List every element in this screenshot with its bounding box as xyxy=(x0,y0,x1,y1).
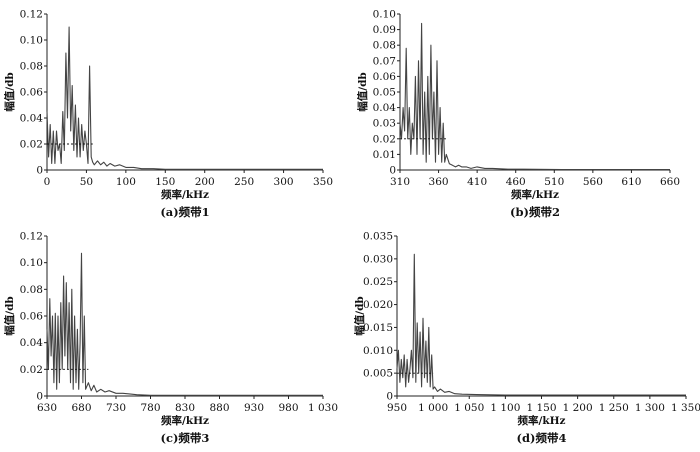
y-tick-label: 0.03 xyxy=(373,118,396,130)
x-tick-label: 1 100 xyxy=(490,402,520,414)
y-tick-label: 0.08 xyxy=(20,61,43,73)
panel-d: 950 1 000 1 050 1 100 1 150 1 200 1 250 1 300 1 … xyxy=(353,231,700,446)
x-tick-label: 1 200 xyxy=(563,402,593,414)
x-tick-label: 150 xyxy=(155,176,175,188)
panel-b: 310 360 410 460 510 560 610 660 0 0.01 0.02 0.03 0.0… xyxy=(356,9,680,220)
x-tick-label: 1 350 xyxy=(671,402,700,414)
y-tick-label: 0.04 xyxy=(373,102,397,114)
panel-caption: (d)频带4 xyxy=(517,431,567,445)
y-tick-label: 0 xyxy=(389,165,396,177)
x-tick-label: 680 xyxy=(71,402,91,414)
x-tick-label: 660 xyxy=(660,176,680,188)
spectrum-series-line xyxy=(46,252,323,396)
x-tick-label: 880 xyxy=(209,402,229,414)
y-tick-label: 0.09 xyxy=(373,24,396,36)
y-tick-label: 0.07 xyxy=(373,55,396,67)
x-tick-label: 630 xyxy=(37,402,57,414)
x-tick-label: 780 xyxy=(140,402,160,414)
y-tick-label: 0.035 xyxy=(363,231,393,243)
panel-a: 0 50 100 150 200 250 300 350 0 0.02 0.04 0.06 0.08 0.… xyxy=(3,9,333,220)
y-tick-label: 0 xyxy=(36,391,43,403)
y-tick-label: 0.05 xyxy=(373,87,396,99)
y-tick-label: 0.010 xyxy=(363,345,393,357)
x-tick-label: 830 xyxy=(175,402,195,414)
y-tick-label: 0 xyxy=(36,165,43,177)
y-tick-label: 0.10 xyxy=(373,9,396,21)
x-tick-label: 610 xyxy=(621,176,641,188)
panel-caption: (c)频带3 xyxy=(161,431,210,445)
x-tick-label: 350 xyxy=(313,176,333,188)
x-tick-label: 460 xyxy=(506,176,526,188)
x-tick-label: 560 xyxy=(583,176,603,188)
y-tick-label: 0.08 xyxy=(373,40,396,52)
y-tick-label: 0.015 xyxy=(363,322,393,334)
x-tick-label: 930 xyxy=(244,402,264,414)
x-axis-label: 频率/kHz xyxy=(161,188,209,201)
y-tick-label: 0.12 xyxy=(20,231,43,243)
y-axis-label: 幅值/db xyxy=(353,296,366,336)
y-tick-label: 0.005 xyxy=(363,368,393,380)
y-tick-label: 0.04 xyxy=(20,337,44,349)
x-tick-label: 0 xyxy=(44,176,51,188)
y-tick-label: 0.06 xyxy=(20,87,44,99)
x-tick-label: 410 xyxy=(467,176,487,188)
y-tick-label: 0.12 xyxy=(20,9,43,21)
y-axis-label: 幅值/db xyxy=(356,72,369,112)
y-tick-label: 0.08 xyxy=(20,284,43,296)
y-tick-label: 0.02 xyxy=(20,364,43,376)
x-tick-label: 1 250 xyxy=(599,402,629,414)
x-tick-label: 1 150 xyxy=(526,402,556,414)
spectrum-series-line xyxy=(399,22,670,171)
y-axis-label: 幅值/db xyxy=(3,296,16,336)
x-tick-label: 360 xyxy=(429,176,449,188)
x-tick-label: 200 xyxy=(195,176,215,188)
y-axis-label: 幅值/db xyxy=(3,72,16,112)
y-tick-label: 0.01 xyxy=(373,149,396,161)
x-tick-label: 250 xyxy=(234,176,254,188)
y-tick-label: 0.025 xyxy=(363,276,393,288)
y-tick-label: 0.02 xyxy=(373,133,396,145)
x-tick-label: 1 030 xyxy=(308,402,338,414)
panel-caption: (b)频带2 xyxy=(510,205,560,219)
x-axis-label: 频率/kHz xyxy=(518,414,566,427)
y-tick-label: 0.06 xyxy=(20,311,44,323)
x-tick-label: 510 xyxy=(544,176,564,188)
x-axis-label: 频率/kHz xyxy=(161,414,209,427)
y-tick-label: 0.030 xyxy=(363,253,393,265)
x-tick-label: 100 xyxy=(116,176,136,188)
x-tick-label: 310 xyxy=(390,176,410,188)
panel-caption: (a)频带1 xyxy=(160,205,209,219)
x-tick-label: 50 xyxy=(80,176,93,188)
y-tick-label: 0.10 xyxy=(20,35,43,47)
y-tick-label: 0.020 xyxy=(363,299,393,311)
x-tick-label: 1 300 xyxy=(635,402,665,414)
x-tick-label: 1 050 xyxy=(454,402,484,414)
y-tick-label: 0.06 xyxy=(373,71,397,83)
y-tick-label: 0.02 xyxy=(20,139,43,151)
x-tick-label: 1 000 xyxy=(418,402,448,414)
x-tick-label: 730 xyxy=(106,402,126,414)
x-tick-label: 300 xyxy=(274,176,294,188)
spectrum-series-line xyxy=(46,26,323,170)
panel-c: 630 680 730 780 830 880 930 980 1 030 0 0.02 0.04 0.… xyxy=(3,231,338,446)
x-axis-label: 频率/kHz xyxy=(511,188,559,201)
y-tick-label: 0.04 xyxy=(20,113,44,125)
x-tick-label: 950 xyxy=(387,402,407,414)
x-tick-label: 980 xyxy=(278,402,298,414)
y-tick-label: 0 xyxy=(386,391,393,403)
y-tick-label: 0.10 xyxy=(20,257,43,269)
spectrum-series-line xyxy=(396,253,686,396)
